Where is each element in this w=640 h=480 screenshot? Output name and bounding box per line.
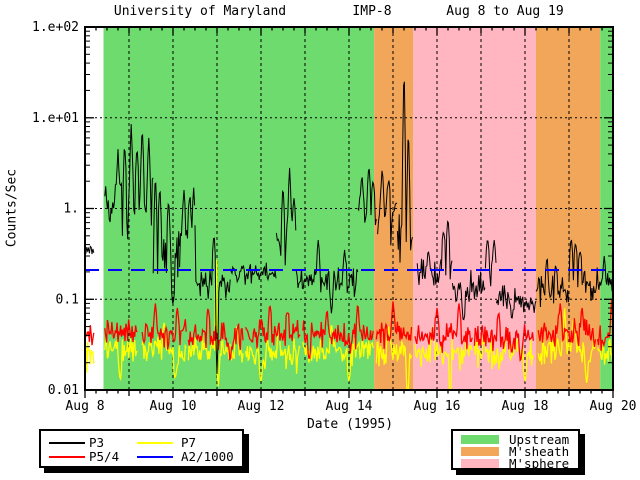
legend-line-p5-4 <box>49 456 85 458</box>
x-axis-label: Date (1995) <box>306 417 394 432</box>
series-P3 <box>568 239 583 288</box>
series-P7 <box>302 324 374 383</box>
y-tick-label: 1.e+01 <box>32 111 79 126</box>
regions-legend: Upstream M'sheath M'sphere <box>451 429 580 470</box>
series-group <box>85 81 613 390</box>
legend-label-p5-4: P5/4 <box>89 449 120 464</box>
series-P54 <box>244 305 301 349</box>
legend-label-msheath: M'sheath <box>509 444 570 459</box>
series-P3 <box>484 239 497 287</box>
series-P54 <box>537 303 597 347</box>
series-P7 <box>85 341 95 373</box>
series-P54 <box>104 319 138 343</box>
series-P3 <box>275 167 297 266</box>
series-P54 <box>302 305 374 359</box>
series-P3 <box>179 187 196 268</box>
series-P7 <box>104 336 138 382</box>
y-tick-label: 1.e+02 <box>32 20 79 35</box>
series-legend: P3 P7 P5/4 A2/1000 <box>39 429 244 468</box>
legend-label-upstream: Upstream <box>509 432 570 447</box>
legend-swatch-msheath <box>461 447 499 456</box>
y-tick-label: 0.01 <box>48 383 79 398</box>
series-P3 <box>104 124 154 240</box>
series-P3 <box>582 255 613 302</box>
legend-label-a2-1000: A2/1000 <box>181 449 234 464</box>
series-P3 <box>396 81 413 263</box>
y-tick-label: 0.1 <box>56 292 79 307</box>
series-P3 <box>295 239 359 314</box>
legend-label-p7: P7 <box>181 435 197 450</box>
legend-swatch-msphere <box>461 459 499 468</box>
series-P54 <box>414 303 473 353</box>
series-P3 <box>85 245 95 256</box>
series-P54 <box>141 303 187 350</box>
title-institution: University of Maryland <box>113 4 287 19</box>
series-P3 <box>377 170 398 246</box>
series-P54 <box>473 311 535 362</box>
series-P54 <box>596 299 613 351</box>
legend-swatch-upstream <box>461 435 499 444</box>
legend-line-p7 <box>137 442 173 444</box>
title-daterange: Aug 8 to Aug 19 <box>446 4 564 19</box>
x-tick-label: Aug 14 <box>326 399 373 414</box>
series-P7 <box>537 307 597 383</box>
series-P3 <box>495 285 537 319</box>
legend-line-p3 <box>49 442 85 444</box>
series-P3 <box>535 258 570 308</box>
x-tick-label: Aug 20 <box>590 399 637 414</box>
x-tick-label: Aug 10 <box>150 399 197 414</box>
series-P3 <box>357 168 377 226</box>
series-P7 <box>244 327 301 382</box>
series-P3 <box>416 251 442 286</box>
series-P54 <box>375 301 413 349</box>
legend-label-p3: P3 <box>89 435 105 450</box>
series-P7 <box>375 326 413 390</box>
y-tick-label: 1. <box>63 202 79 217</box>
series-P3 <box>152 182 181 304</box>
x-tick-label: Aug 8 <box>65 399 104 414</box>
series-P3 <box>440 220 453 280</box>
series-P7 <box>141 322 187 379</box>
legend-label-msphere: M'sphere <box>509 456 570 471</box>
title-spacecraft: IMP-8 <box>352 4 392 19</box>
series-P7 <box>596 338 613 365</box>
x-tick-label: Aug 18 <box>502 399 549 414</box>
series-P3 <box>194 225 231 375</box>
series-P3 <box>229 262 277 285</box>
series-P7 <box>414 326 473 390</box>
legend-line-a2-1000 <box>137 456 173 458</box>
x-tick-label: Aug 16 <box>414 399 461 414</box>
x-tick-label: Aug 12 <box>238 399 285 414</box>
series-P3 <box>451 269 486 321</box>
